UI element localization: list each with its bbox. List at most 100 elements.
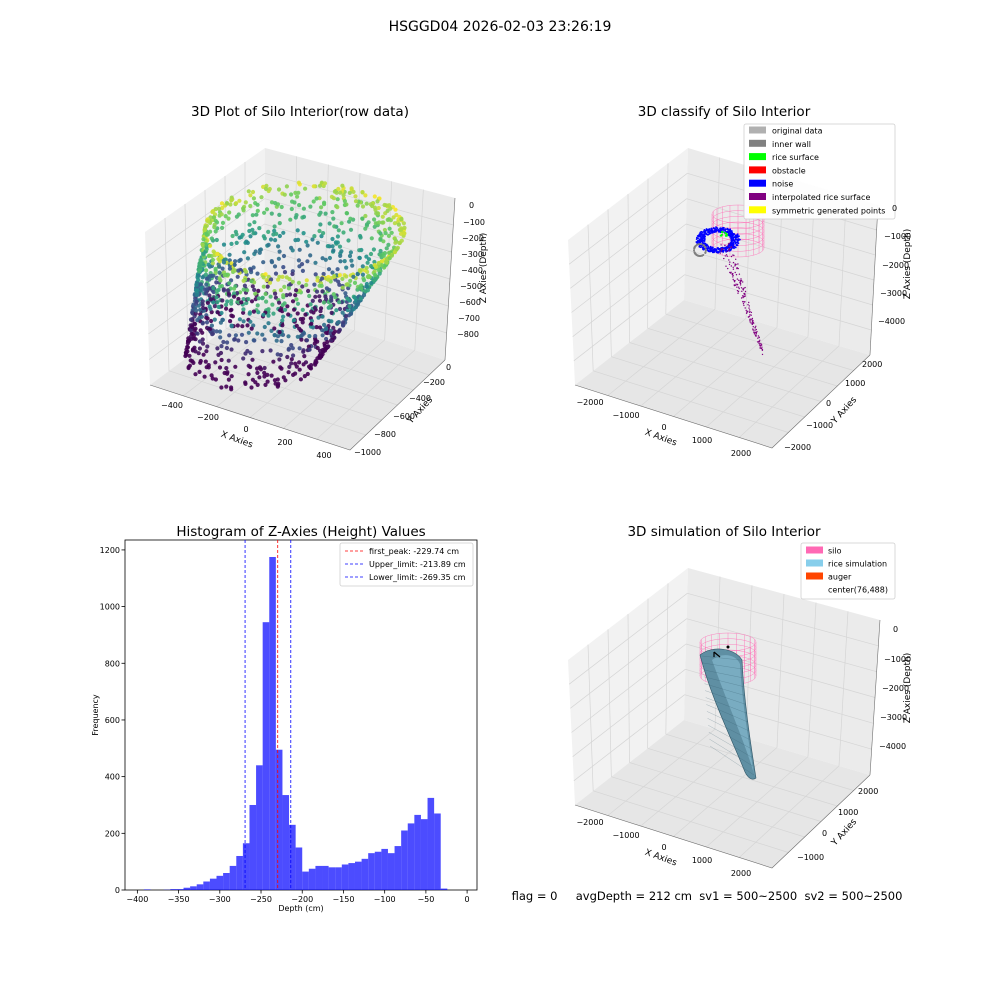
p2-yticks: 2000 1000 0 −1000 −2000 [784, 360, 882, 452]
p2-legend-label: noise [772, 180, 793, 189]
histogram-bar [355, 861, 362, 890]
svg-text:400: 400 [316, 451, 331, 460]
histogram-bar [427, 797, 435, 890]
histogram-ytick-label: 800 [105, 659, 120, 668]
svg-text:−4000: −4000 [878, 317, 905, 326]
svg-text:0: 0 [469, 201, 474, 210]
svg-text:−2000: −2000 [882, 261, 909, 270]
histogram-xticks: −400 −350 −300 −250 −200 −150 −100 −50 0 [126, 890, 470, 904]
p2-legend-swatch [749, 179, 766, 187]
svg-text:0: 0 [446, 363, 451, 372]
histogram-bar [256, 765, 263, 890]
panel-simulation-3d: 3D simulation of Silo Interior silo rice … [568, 524, 913, 878]
p4-legend-label: center(76,488) [828, 586, 888, 595]
svg-text:−200: −200 [462, 234, 484, 243]
p4-back-pane [568, 568, 688, 805]
histogram-bar [308, 868, 316, 890]
svg-text:−1000: −1000 [612, 831, 639, 840]
svg-text:−400: −400 [409, 394, 431, 403]
histogram-bar [387, 853, 395, 890]
histogram-ytick-label: 1200 [100, 546, 120, 555]
svg-text:1000: 1000 [692, 856, 712, 865]
p1-zlabel: Z Axies (Depth) [479, 233, 489, 304]
svg-text:−600: −600 [459, 298, 481, 307]
p2-legend: original data inner wall rice surface obsta… [743, 123, 896, 220]
histogram-bar [434, 813, 441, 890]
histogram-bar [401, 830, 408, 890]
p2-xticks: −2000 −1000 0 1000 2000 [576, 398, 751, 458]
p4-xticks: −2000 −1000 0 1000 2000 [576, 818, 751, 878]
svg-text:−2000: −2000 [576, 398, 603, 407]
p4-auger-marker [713, 645, 730, 658]
histogram-xtick-label: −400 [126, 895, 148, 904]
svg-text:200: 200 [277, 438, 292, 447]
p2-legend-label: rice surface [772, 153, 819, 162]
status-line: flag = 0 avgDepth = 212 cm sv1 = 500~250… [512, 889, 903, 903]
histogram-bar [209, 878, 217, 890]
p2-legend-swatch [749, 126, 766, 134]
p4-legend-swatch [806, 572, 823, 580]
histogram-xtick-label: −100 [374, 895, 396, 904]
svg-text:−2000: −2000 [882, 684, 909, 693]
svg-text:0: 0 [826, 399, 831, 408]
p2-legend-label: interpolated rice surface [772, 193, 870, 202]
histogram-bar [361, 858, 369, 890]
svg-text:0: 0 [661, 843, 666, 852]
histogram-bar [236, 855, 243, 890]
p2-legend-label: original data [772, 127, 823, 136]
p4-legend-label: auger [828, 573, 852, 582]
histogram-title: Histogram of Z-Axies (Height) Values [176, 524, 425, 540]
histogram-bar [196, 884, 204, 890]
p2-legend-label: obstacle [772, 166, 806, 175]
histogram-bar [348, 863, 355, 890]
histogram-xtick-label: −250 [250, 895, 272, 904]
histogram-bar [216, 875, 224, 890]
histogram-ytick-label: 1000 [100, 603, 120, 612]
svg-text:−1000: −1000 [354, 448, 381, 457]
p4-rice-simulation-surface [699, 648, 757, 780]
histogram-bar [183, 887, 191, 890]
svg-text:1000: 1000 [845, 379, 865, 388]
svg-text:0: 0 [893, 625, 898, 634]
histogram-bar [328, 867, 336, 890]
p2-zlabel: Z Axies (Depth) [903, 229, 913, 300]
p1-yticks: 0 −200 −400 −600 −800 −1000 [354, 363, 451, 457]
histogram-bar [335, 867, 342, 890]
histogram-bar [203, 881, 210, 890]
svg-text:2000: 2000 [862, 360, 882, 369]
histogram-ytick-label: 400 [105, 773, 120, 782]
p2-legend-swatch [749, 166, 766, 174]
histogram-bar [170, 889, 177, 890]
p2-back-pane [568, 148, 688, 385]
svg-text:0: 0 [661, 423, 666, 432]
p4-legend-swatch [806, 559, 823, 567]
histogram-bar [368, 853, 375, 890]
histogram-bar [440, 888, 448, 890]
histogram-bar [282, 795, 290, 890]
histogram-legend: first_peak: -229.74 cm Upper_limit: -213.… [339, 542, 474, 587]
histogram-bar [289, 824, 296, 890]
panel-raw-3d: 3D Plot of Silo Interior(row data) −400 … [145, 104, 489, 460]
p2-zticks: 0 −1000 −2000 −3000 −4000 [878, 204, 911, 326]
histogram-legend-label: Upper_limit: -213.89 cm [369, 560, 466, 569]
histogram-bar [322, 865, 329, 890]
histogram-xtick-label: −150 [332, 895, 354, 904]
svg-text:−100: −100 [463, 218, 485, 227]
svg-text:−400: −400 [161, 401, 183, 410]
histogram-bar [374, 851, 382, 890]
panel-classify-3d: 3D classify of Silo Interior original da… [568, 104, 913, 458]
p2-legend-swatch [749, 206, 766, 214]
svg-text:−3000: −3000 [880, 289, 907, 298]
svg-text:−500: −500 [460, 282, 482, 291]
histogram-ytick-label: 200 [105, 829, 120, 838]
p1-scatter-points [183, 180, 407, 392]
panel1-title: 3D Plot of Silo Interior(row data) [191, 104, 409, 120]
svg-text:−200: −200 [423, 378, 445, 387]
svg-text:−4000: −4000 [879, 742, 906, 751]
svg-text:0: 0 [243, 425, 248, 434]
p1-xlabel: X Axies [219, 430, 254, 451]
svg-text:−2000: −2000 [576, 818, 603, 827]
histogram-threshold-lines [244, 540, 292, 890]
histogram-bar [315, 865, 323, 890]
